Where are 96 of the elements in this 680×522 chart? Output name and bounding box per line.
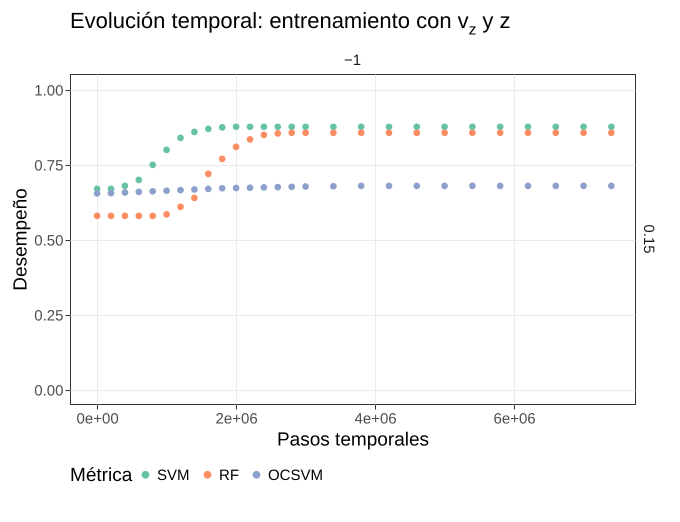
point [288, 183, 296, 190]
point [608, 123, 615, 130]
point [358, 123, 365, 130]
legend-title: Métrica [70, 465, 133, 486]
point [552, 129, 560, 136]
y-tick-label: 0.25 [34, 307, 64, 324]
point [218, 124, 226, 131]
point [274, 123, 282, 130]
point [260, 132, 268, 138]
point [163, 211, 170, 218]
point [232, 184, 240, 192]
point [330, 129, 337, 136]
point [177, 186, 184, 194]
y-axis-title: Desempeño [10, 188, 32, 291]
legend-label: OCSVM [268, 466, 324, 484]
point [135, 212, 142, 220]
y-tick-label: 0.00 [34, 382, 64, 400]
point [580, 123, 587, 130]
point [232, 123, 240, 130]
point [135, 188, 142, 196]
x-tick-label: 0e+00 [76, 410, 119, 428]
point [149, 188, 156, 195]
point [246, 136, 254, 143]
point [191, 128, 198, 136]
point [108, 190, 114, 196]
point [330, 123, 337, 130]
point [191, 194, 198, 202]
point [122, 212, 128, 220]
point [274, 130, 282, 137]
point [580, 182, 587, 190]
point [232, 144, 240, 150]
point [302, 183, 309, 190]
point [177, 204, 184, 210]
point [469, 129, 476, 136]
point [94, 212, 100, 220]
point [441, 129, 448, 136]
x-tick-label: 6e+06 [494, 410, 536, 428]
point [524, 123, 532, 130]
x-tick-label: 2e+06 [216, 410, 258, 428]
point [330, 182, 337, 190]
point [288, 129, 296, 136]
point [163, 146, 170, 154]
text: −1 [344, 52, 362, 69]
point [246, 184, 254, 192]
point [218, 184, 226, 192]
point [552, 123, 560, 130]
point [524, 182, 532, 190]
point [122, 182, 128, 190]
point [358, 129, 365, 136]
point [441, 182, 448, 190]
y-tick-label: 0.75 [34, 157, 64, 174]
point [149, 162, 156, 168]
point [191, 186, 198, 193]
point [122, 189, 128, 196]
point [177, 134, 184, 142]
point [135, 176, 142, 184]
point [302, 123, 309, 130]
point [149, 212, 156, 220]
point [260, 184, 268, 191]
point [260, 123, 268, 130]
point [386, 129, 392, 136]
x-tick-label: 4e+06 [354, 410, 397, 428]
y-tick-label: 1.00 [34, 82, 64, 100]
point [204, 186, 212, 192]
x-axis-title: Pasos temporales [276, 430, 430, 450]
point [302, 129, 309, 136]
point [386, 123, 392, 130]
y-tick-label: 0.50 [34, 232, 64, 250]
point [413, 123, 420, 130]
point [413, 129, 420, 136]
point [288, 123, 296, 130]
legend-label: SVM [157, 466, 190, 484]
point [496, 123, 504, 130]
point [552, 182, 560, 190]
point [94, 190, 100, 197]
point [580, 129, 587, 136]
point [204, 170, 212, 178]
point [246, 123, 254, 130]
point [218, 156, 226, 162]
point [608, 129, 615, 136]
point [496, 129, 504, 136]
point [524, 129, 532, 136]
point [413, 182, 420, 190]
point [386, 182, 392, 190]
point [204, 126, 212, 132]
point [108, 212, 114, 220]
point [496, 182, 504, 190]
point [274, 184, 282, 190]
legend-label: RF [219, 466, 239, 484]
point [163, 187, 170, 194]
point [608, 182, 615, 190]
point [469, 182, 476, 190]
point [358, 182, 365, 190]
text: 0.15 [640, 224, 657, 254]
point [469, 123, 476, 130]
point [441, 123, 448, 130]
